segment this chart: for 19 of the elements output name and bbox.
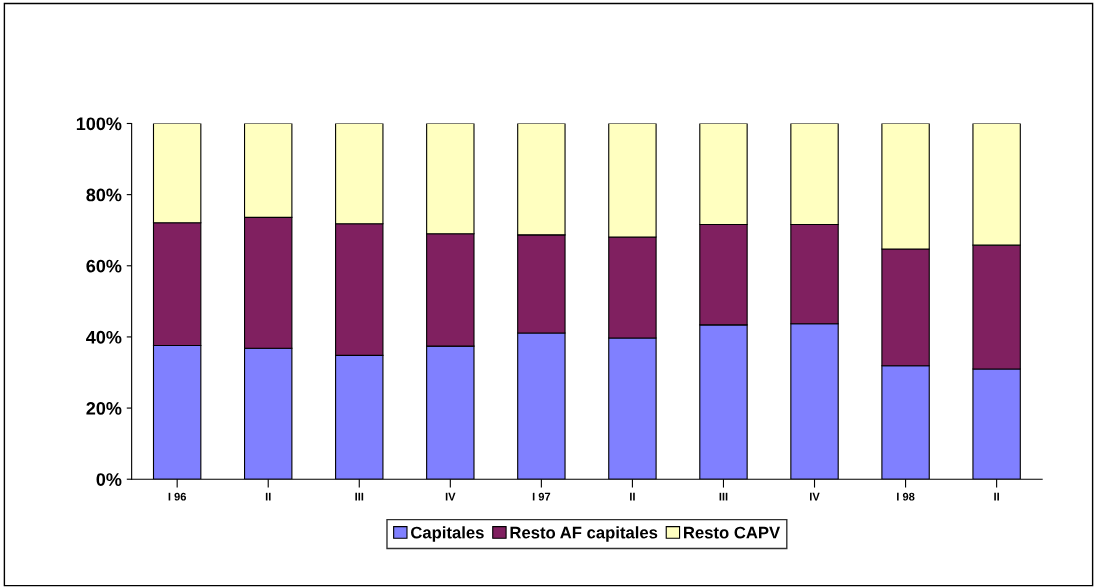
y-tick-label: 40% (86, 330, 122, 344)
x-tick-label: II (265, 492, 271, 501)
y-tick-label: 100% (76, 117, 122, 131)
legend-label: Capitales (411, 526, 484, 542)
x-tick-label: I 96 (168, 492, 187, 501)
x-tick-label: III (719, 492, 728, 501)
x-tick-label: I 97 (532, 492, 551, 501)
y-tick-label: 20% (86, 402, 122, 415)
legend-label: Resto AF capitales (510, 526, 658, 542)
y-tick-label: 80% (86, 188, 122, 202)
x-tick-label: III (355, 492, 364, 501)
x-tick-label: I 98 (897, 492, 915, 501)
x-tick-label: IV (810, 492, 820, 501)
legend-label: Resto CAPV (684, 526, 781, 539)
x-tick-label: II (994, 492, 999, 501)
y-tick-label: 60% (86, 259, 122, 273)
x-tick-label: IV (445, 492, 456, 501)
x-tick-label: II (630, 492, 635, 501)
y-tick-label: 0% (96, 473, 122, 486)
